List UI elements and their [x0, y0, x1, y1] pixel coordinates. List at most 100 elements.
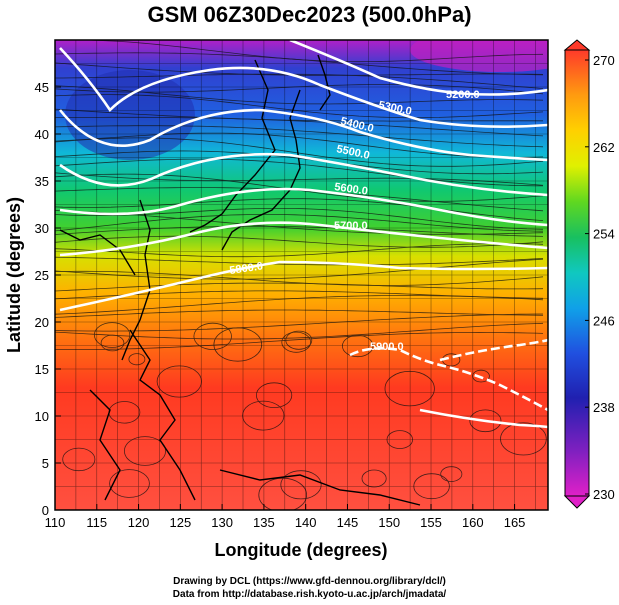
streamline — [55, 132, 544, 158]
streamline-eddy — [281, 331, 312, 353]
streamline — [55, 125, 544, 148]
x-tick-label: 140 — [295, 515, 317, 530]
streamline — [55, 210, 544, 235]
streamline-eddy — [280, 470, 322, 500]
y-tick-label: 45 — [35, 80, 49, 95]
y-axis-ticks: 0 5 10 15 20 25 30 35 40 45 — [35, 80, 61, 518]
streamline-eddy — [213, 327, 263, 362]
contour-5300 — [59, 47, 548, 128]
streamline-eddy — [100, 334, 125, 352]
streamline — [55, 282, 544, 292]
streamline — [55, 309, 544, 318]
streamline-eddy — [258, 477, 307, 510]
x-axis-ticks: 110 115 120 125 130 135 140 145 150 155 160 165 — [45, 504, 526, 530]
y-tick-label: 0 — [42, 503, 49, 518]
streamline-eddy — [124, 436, 167, 466]
colorbar-top-arrow — [563, 39, 591, 51]
y-tick-label: 25 — [35, 268, 49, 283]
streamline — [55, 225, 544, 237]
contour-label: 5900.0 — [370, 341, 404, 353]
contour-5600 — [59, 187, 548, 227]
colorbar-tick-label: 262 — [593, 140, 615, 155]
credit-line-1: Drawing by DCL (https://www.gfd-dennou.o… — [173, 576, 446, 587]
contour-label: 5800.0 — [229, 260, 264, 277]
colorbar-tick-label: 246 — [593, 313, 615, 328]
credit-line-2: Data from http://database.rish.kyoto-u.a… — [172, 589, 447, 600]
colorbar-ticks: 270 262 254 246 238 230 — [585, 53, 615, 502]
streamline — [55, 108, 543, 122]
streamline — [55, 331, 544, 350]
streamline — [55, 137, 544, 167]
streamline — [55, 235, 544, 248]
colorbar-tick-label: 270 — [593, 53, 615, 68]
streamline — [55, 313, 543, 332]
x-tick-label: 125 — [169, 515, 191, 530]
contour-5900-c — [419, 408, 548, 429]
streamline-eddy — [128, 353, 146, 366]
streamline-eddy — [500, 422, 547, 456]
contour-5900 — [349, 347, 548, 412]
contour-label: 5700.0 — [334, 220, 368, 232]
magenta-region — [410, 40, 548, 72]
streamline — [55, 243, 544, 258]
contour-label: 5600.0 — [334, 181, 369, 198]
y-tick-label: 35 — [35, 174, 49, 189]
streamline-eddy — [193, 322, 232, 350]
y-tick-label: 30 — [35, 221, 49, 236]
streamline-eddy — [62, 447, 96, 472]
streamline-eddy — [255, 382, 293, 409]
streamline-eddy — [440, 466, 463, 482]
contour-label: 5200.0 — [446, 89, 480, 101]
contour-5200 — [289, 40, 548, 96]
streamline — [55, 62, 544, 76]
contour-5800 — [59, 260, 548, 312]
contour-5700 — [59, 221, 548, 257]
y-axis-title: Latitude (degrees) — [4, 197, 24, 353]
streamline-eddy — [93, 322, 131, 348]
colorbar-tick-label: 254 — [593, 227, 615, 242]
streamline-eddy — [384, 370, 435, 407]
colorbar-body — [564, 49, 590, 497]
x-tick-label: 130 — [211, 515, 233, 530]
streamline — [55, 198, 544, 221]
colorbar-bottom-arrow — [563, 495, 591, 509]
x-tick-label: 115 — [86, 515, 107, 530]
streamline-eddy — [109, 469, 150, 498]
y-tick-label: 40 — [35, 127, 49, 142]
streamline — [55, 214, 544, 232]
contour-5500 — [59, 152, 548, 197]
x-tick-label: 165 — [504, 515, 526, 530]
x-tick-label: 135 — [253, 515, 275, 530]
streamline — [55, 172, 544, 186]
x-axis-title: Longitude (degrees) — [214, 540, 387, 560]
streamline — [55, 52, 544, 76]
grid-lines — [55, 40, 548, 510]
x-tick-label: 160 — [462, 515, 484, 530]
streamline — [55, 256, 544, 266]
height-contours — [58, 40, 548, 429]
y-tick-label: 15 — [35, 362, 49, 377]
streamline — [55, 258, 544, 280]
x-tick-label: 150 — [378, 515, 400, 530]
streamline-eddy — [361, 469, 387, 488]
x-tick-label: 155 — [420, 515, 442, 530]
streamline — [55, 73, 544, 89]
streamline — [55, 322, 544, 340]
streamline-eddy — [242, 400, 285, 431]
streamline — [55, 270, 544, 286]
y-tick-label: 10 — [35, 409, 49, 424]
contour-5900-b — [439, 338, 548, 362]
contour-5400 — [58, 108, 548, 162]
streamline-eddy — [285, 330, 313, 350]
x-tick-label: 145 — [337, 515, 359, 530]
x-tick-label: 110 — [45, 515, 66, 530]
colorbar-tick-label: 230 — [593, 487, 615, 502]
y-tick-label: 20 — [35, 315, 49, 330]
x-tick-label: 120 — [128, 515, 150, 530]
streamline-eddy — [469, 409, 502, 433]
colorbar-tick-label: 238 — [593, 400, 615, 415]
streamline-eddy — [342, 334, 374, 358]
y-tick-label: 5 — [42, 456, 49, 471]
page-title: GSM 06Z30Dec2023 (500.0hPa) — [147, 2, 472, 27]
